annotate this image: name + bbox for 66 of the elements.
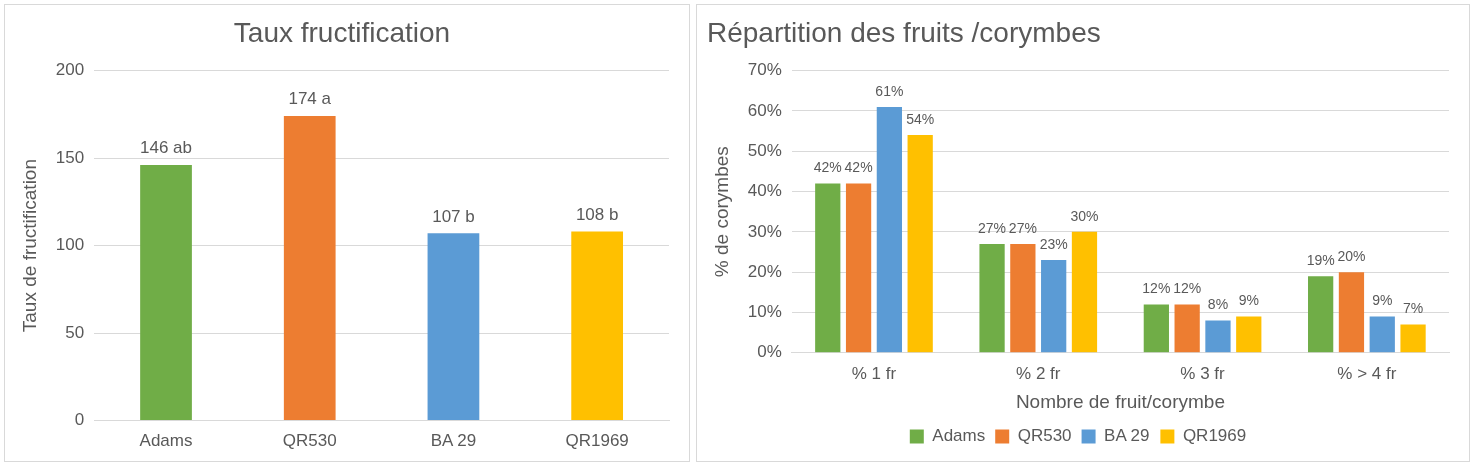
bar [1338,272,1365,353]
data-label: 54% [906,110,935,127]
bar [845,183,872,353]
chart-title: Répartition des fruits /corymbes [707,16,1101,48]
data-label: 42% [844,159,873,176]
bar [876,106,902,353]
data-label: 174 a [288,89,332,109]
data-label: 20% [1337,248,1366,265]
bar [979,243,1005,353]
data-label: 19% [1306,252,1335,269]
bar [815,183,841,353]
data-label: 30% [1070,207,1099,224]
data-label: 27% [978,219,1007,236]
bar [1143,304,1169,353]
x-tick-label: Adams [139,431,193,451]
bar [1308,276,1334,353]
y-tick-label: 150 [55,147,85,167]
y-tick-label: 200 [55,60,85,80]
data-label: 107 b [432,206,475,226]
x-tick-label: % > 4 fr [1337,363,1397,383]
y-tick-label: 50 [65,322,85,342]
y-tick-label: 20% [747,261,782,281]
x-tick-label: % 1 fr [851,363,897,383]
y-tick-label: 100 [55,235,85,255]
bar [1010,243,1036,353]
data-label: 108 b [575,204,619,224]
y-axis-title: % de corymbes [710,146,732,278]
y-tick-label: 30% [747,221,782,241]
y-tick-label: 0% [757,342,782,362]
y-tick-label: 60% [747,100,782,120]
bar [1369,316,1395,353]
y-tick-label: 40% [747,181,782,201]
x-tick-label: QR1969 [565,431,629,451]
bar [1174,304,1200,353]
bar [1236,316,1262,353]
bar [1041,260,1067,353]
chart-title: Taux fructification [233,16,451,48]
bar [1400,324,1426,353]
y-tick-label: 0 [74,410,85,430]
data-label: 27% [1008,219,1037,236]
data-label: 61% [875,82,904,99]
data-label: 42% [813,159,842,176]
data-label: 7% [1402,300,1424,317]
data-label: 12% [1142,280,1171,297]
x-tick-label: % 3 fr [1180,363,1226,383]
data-label: 8% [1207,296,1229,313]
x-tick-label: QR530 [282,431,337,451]
bar [283,116,336,421]
bar [907,135,933,353]
bar [140,165,192,421]
data-label: 12% [1173,280,1202,297]
bar [1205,320,1231,353]
y-tick-label: 10% [747,302,782,322]
bar [571,231,624,421]
x-tick-label: BA 29 [430,431,477,451]
x-tick-label: % 2 fr [1016,363,1061,383]
data-label: 23% [1039,235,1068,252]
data-label: 9% [1238,292,1259,309]
y-tick-label: 70% [747,60,782,80]
y-tick-label: 50% [747,140,782,160]
bar [427,233,480,421]
x-axis-title: Nombre de fruit/corymbe [1015,390,1225,412]
bar [1071,231,1098,353]
y-axis-title: Taux de fructification [18,159,40,333]
data-label: 146 ab [140,138,193,158]
data-label: 9% [1372,292,1393,309]
